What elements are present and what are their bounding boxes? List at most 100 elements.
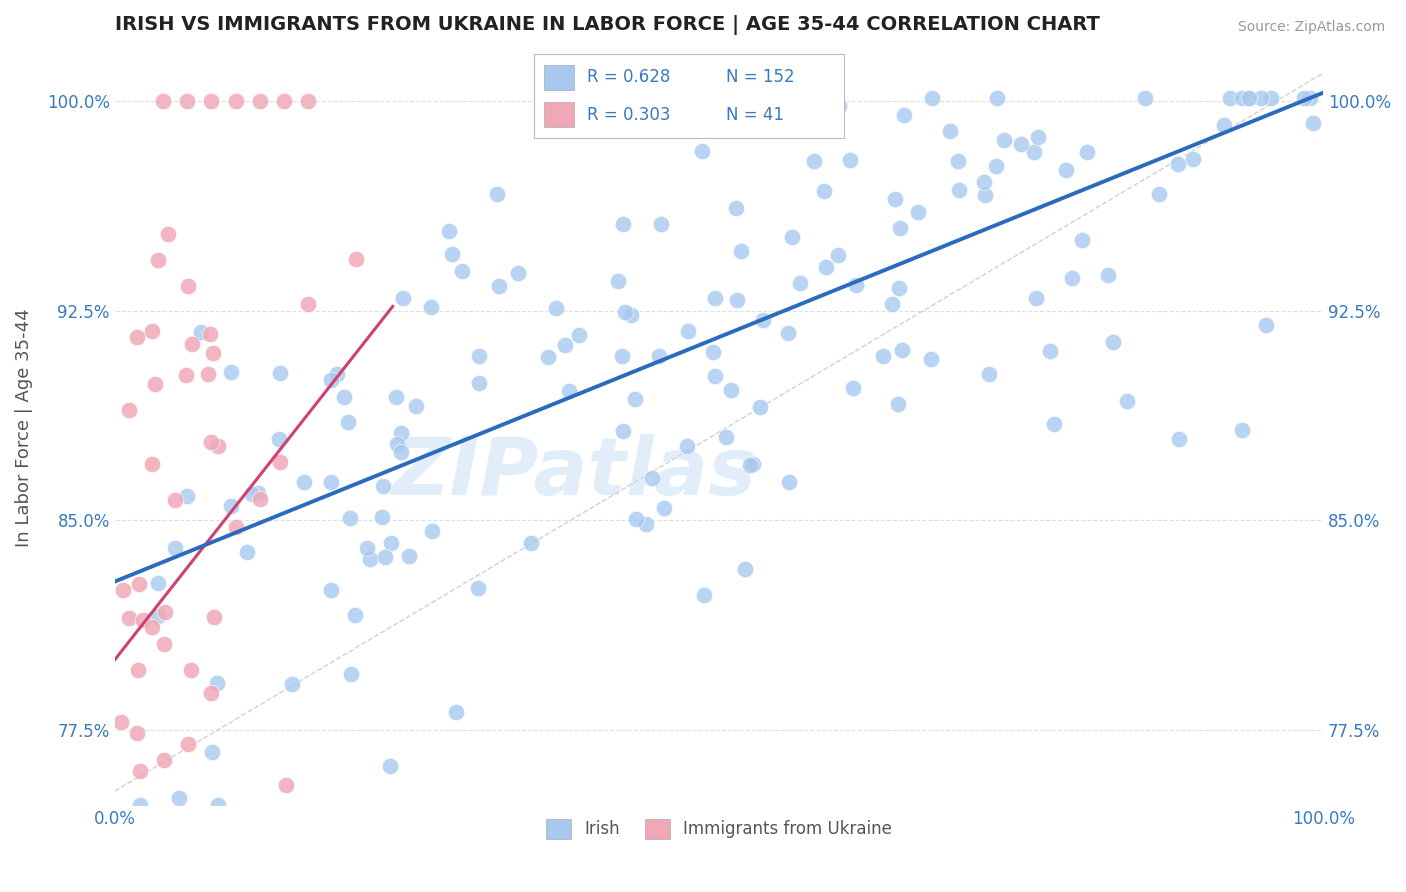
Point [675, 439, 697, 453]
Point [176, 489, 198, 503]
Point [127, 663, 149, 677]
Point [557, 384, 579, 398]
Point [156, 227, 179, 242]
Point [620, 308, 643, 322]
Point [125, 726, 148, 740]
Point [1219, 91, 1241, 105]
Point [814, 260, 837, 274]
Point [346, 252, 368, 266]
Point [128, 821, 150, 835]
Point [200, 326, 222, 341]
Point [734, 562, 756, 576]
Point [872, 349, 894, 363]
Point [141, 324, 163, 338]
Point [200, 434, 222, 449]
Point [371, 479, 394, 493]
Point [200, 94, 222, 108]
Point [420, 300, 443, 314]
Point [1260, 91, 1282, 105]
Point [776, 326, 799, 341]
Point [1232, 423, 1254, 437]
Point [648, 349, 671, 363]
Point [176, 278, 198, 293]
Point [177, 737, 200, 751]
Point [225, 520, 247, 534]
Point [839, 153, 862, 167]
Point [273, 94, 295, 108]
Point [607, 274, 630, 288]
Point [143, 377, 166, 392]
Point [269, 432, 291, 446]
Point [920, 352, 942, 367]
Point [225, 94, 247, 108]
Point [1147, 186, 1170, 201]
Point [1232, 91, 1254, 105]
Point [205, 676, 228, 690]
Point [702, 344, 724, 359]
Point [778, 475, 800, 490]
Point [1182, 152, 1205, 166]
Point [439, 224, 461, 238]
Point [488, 278, 510, 293]
Point [703, 368, 725, 383]
Point [167, 790, 190, 805]
Point [977, 368, 1000, 382]
Point [141, 457, 163, 471]
Point [321, 373, 343, 387]
Point [202, 346, 225, 360]
Point [385, 437, 408, 451]
Point [451, 263, 474, 277]
Point [336, 415, 359, 429]
Text: N = 41: N = 41 [725, 105, 785, 123]
Point [973, 175, 995, 189]
Point [993, 133, 1015, 147]
Point [281, 677, 304, 691]
Point [389, 445, 412, 459]
Point [887, 396, 910, 410]
Point [207, 797, 229, 812]
Point [128, 848, 150, 863]
Point [841, 381, 863, 395]
Point [370, 510, 392, 524]
Point [190, 326, 212, 340]
Point [163, 541, 186, 555]
Point [468, 349, 491, 363]
Point [127, 330, 149, 344]
Point [984, 159, 1007, 173]
Point [176, 368, 198, 382]
Point [1054, 163, 1077, 178]
Point [568, 327, 591, 342]
Point [803, 153, 825, 168]
Point [725, 201, 748, 215]
Point [1022, 145, 1045, 160]
Point [1250, 91, 1272, 105]
Point [921, 91, 943, 105]
FancyBboxPatch shape [534, 54, 844, 138]
Point [652, 500, 675, 515]
Point [1116, 393, 1139, 408]
Point [141, 620, 163, 634]
Point [374, 550, 396, 565]
Point [752, 312, 775, 326]
Point [110, 714, 132, 729]
Text: R = 0.303: R = 0.303 [586, 105, 671, 123]
Point [893, 108, 915, 122]
Point [219, 499, 242, 513]
Point [1025, 292, 1047, 306]
Point [1239, 91, 1261, 105]
Point [326, 367, 349, 381]
Point [624, 512, 647, 526]
Point [1076, 145, 1098, 160]
Point [249, 94, 271, 108]
Point [441, 247, 464, 261]
Point [946, 154, 969, 169]
Point [180, 337, 202, 351]
Point [200, 686, 222, 700]
Point [297, 94, 319, 108]
Point [828, 99, 851, 113]
Point [356, 541, 378, 555]
Point [520, 535, 543, 549]
Point [242, 487, 264, 501]
Point [641, 471, 664, 485]
Point [118, 611, 141, 625]
